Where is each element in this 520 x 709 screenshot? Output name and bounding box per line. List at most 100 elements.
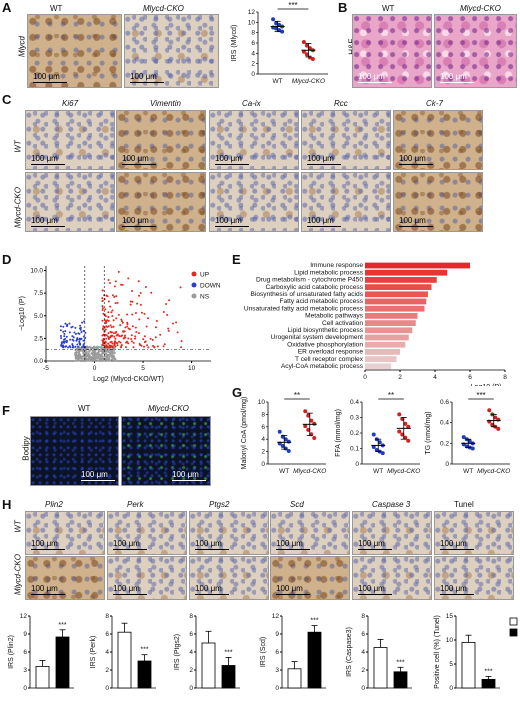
significance-label: *** [476,392,485,400]
ns-point [92,356,95,359]
x-tick-label: Mlycd-CKO [293,468,326,475]
category-label: Oxidative phosphorylation [287,341,363,348]
down-point [76,337,79,340]
up-point [103,326,106,329]
y-tick-label: 10 [248,19,256,26]
c-stain-ki67: Ki67 [62,99,79,108]
up-point [145,325,148,328]
legend-marker [191,293,197,299]
y-tick-label: 2 [261,449,265,456]
data-point [403,421,408,426]
g-scatter-charts: 0 2 4 6 8 10 Malonyl CoA (pmol/mg) WT Mlycd-CKO *… [241,392,510,475]
up-point [156,345,159,348]
down-point [65,335,68,338]
down-point [78,343,81,346]
up-point [101,289,104,292]
ns-point [88,354,91,357]
up-point [115,330,118,333]
y-tick-label: 8 [261,411,265,418]
ns-point [79,349,82,352]
down-point [69,346,72,349]
scale-bar: 100 μm [399,216,433,227]
data-point [403,435,408,440]
up-point [117,313,120,316]
data-point [303,424,308,429]
up-point [114,345,117,348]
ns-point [96,352,99,355]
b-image-cko: 100 μm [434,14,517,88]
up-point [121,321,124,324]
down-point [71,325,74,328]
down-point [71,344,74,347]
down-point [64,337,67,340]
x-tick-label: 2 [398,374,402,381]
up-point [162,345,165,348]
category-label: Fatty acid metabolic process [279,298,363,305]
y-tick-label: 3 [275,667,279,674]
y-tick-label: 0 [189,685,193,692]
up-point [107,325,110,328]
a-scatter-chart: 0 2 4 6 8 10 12 IRS (Mlycd) WT Mlycd-CKO *** [231,2,328,85]
y-tick-label: 9 [23,631,27,638]
down-point [82,344,85,347]
down-point [66,323,69,326]
up-point [118,334,121,337]
x-tick-label: Mlycd-CKO [387,468,420,475]
bar [373,647,388,689]
scale-bar: 100 μm [440,539,474,550]
up-point [116,334,119,337]
ns-point [101,349,104,352]
c-stain-ck7: Ck-7 [426,99,443,108]
down-point [67,346,70,349]
data-point [277,28,282,33]
scale-bar: 100 μm [31,584,65,595]
scale-bar: 100 μm [113,539,147,550]
up-point [153,346,156,349]
panel-label-c: C [2,92,12,107]
c-image-wt-3: 100 μm [301,110,391,170]
y-tick-label: 0 [105,685,109,692]
y-axis-label: IRS (Ptgs2) [174,634,181,670]
down-point [81,321,84,324]
scale-bar: 100 μm [215,154,249,165]
significance-label: ** [388,392,394,400]
up-point [101,305,104,308]
y-axis-label: IRS (Caspase3) [346,627,353,677]
legend-label: NS [200,294,210,301]
bar-chart-H-caspase3: 0 2 4 6 8 *** IRS (Caspase3) [346,613,412,692]
y-tick-label: 2 [361,667,365,674]
up-point [143,335,146,338]
data-point [406,438,411,443]
h-image-cko-4: 100 μm [352,556,432,600]
up-point [115,295,118,298]
significance-label: *** [58,622,66,629]
ns-point [95,357,98,360]
volcano-plot: 0.0 2.5 5.0 7.5 10.0 -5 0 5 10 UP DOWN NS −Log10 (P)… [19,266,221,383]
ns-point [88,359,91,362]
x-tick-label: 8 [503,374,507,381]
up-point [107,311,110,314]
up-point [107,300,110,303]
ns-point [109,352,112,355]
data-point [380,451,385,456]
legend-label: DOWN [200,283,221,290]
scale-bar: 100 μm [81,470,115,481]
y-axis-label: Positive cell (%) (Tunel) [434,615,441,689]
ns-point [99,354,102,357]
up-point [116,301,119,304]
ns-point [105,354,108,357]
up-point [134,312,137,315]
up-point [114,337,117,340]
ns-point [91,359,94,362]
up-point [137,332,140,335]
c-row-cko: Mlycd-CKO [13,187,23,228]
data-point [280,29,285,34]
up-point [107,335,110,338]
y-tick-label: 6 [251,40,255,47]
bar [461,641,476,689]
up-point [138,318,141,321]
y-tick-label: 8 [189,613,193,620]
data-point [397,412,402,417]
down-point [84,331,87,334]
ns-point [82,355,85,358]
